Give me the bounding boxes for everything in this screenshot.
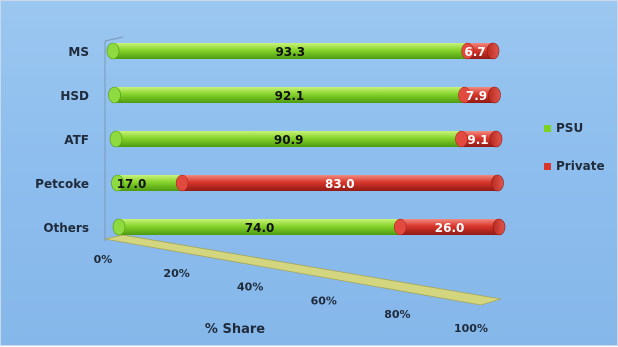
bar-start-cap xyxy=(109,130,123,148)
x-tick-label: 20% xyxy=(163,267,189,280)
bar-joint xyxy=(393,218,407,236)
bar-joint xyxy=(175,174,189,192)
category-label: HSD xyxy=(60,89,89,103)
x-axis-title: % Share xyxy=(205,322,265,337)
bar-segment-psu xyxy=(116,131,462,147)
bar-segment-private xyxy=(461,131,496,147)
bar-segment-private xyxy=(464,87,495,103)
category-label: ATF xyxy=(64,133,89,147)
data-label: 26.0 xyxy=(435,221,465,235)
x-tick-label: 100% xyxy=(454,322,488,335)
legend-swatch-private xyxy=(544,163,551,170)
x-tick-label: 80% xyxy=(384,308,410,321)
x-tick-label: 0% xyxy=(94,253,113,266)
data-label: 74.0 xyxy=(245,221,275,235)
category-label: MS xyxy=(68,45,89,59)
category-label: Petcoke xyxy=(35,177,89,191)
category-label: Others xyxy=(43,221,89,235)
chart-floor xyxy=(104,234,502,306)
x-tick-label: 40% xyxy=(237,281,263,294)
bar-joint xyxy=(455,130,468,148)
data-label: 92.1 xyxy=(275,89,305,103)
bar-start-cap xyxy=(106,42,120,60)
data-label: 90.9 xyxy=(274,133,304,147)
bar-end-cap xyxy=(489,130,503,148)
data-label: 93.3 xyxy=(275,45,305,59)
data-label: 6.7 xyxy=(464,45,485,59)
legend-label: PSU xyxy=(556,121,583,135)
bar-end-cap xyxy=(486,42,500,60)
bar-segment-psu xyxy=(117,175,183,191)
data-label: 9.1 xyxy=(467,133,488,147)
bar-joint xyxy=(461,42,474,60)
bar-joint xyxy=(458,86,471,104)
bar-end-cap xyxy=(488,86,501,104)
legend-swatch-psu xyxy=(544,125,551,132)
data-label: 7.9 xyxy=(466,89,487,103)
data-label: 83.0 xyxy=(325,177,355,191)
bar-segment-psu xyxy=(119,219,401,235)
x-tick-label: 60% xyxy=(311,294,337,307)
bar-start-cap xyxy=(112,218,126,236)
bar-end-cap xyxy=(492,218,506,236)
legend-label: Private xyxy=(556,159,605,173)
data-label: 17.0 xyxy=(117,177,147,191)
bar-end-cap xyxy=(491,174,504,192)
bar-segment-psu xyxy=(113,43,468,59)
bar-segment-psu xyxy=(114,87,465,103)
bar-start-cap xyxy=(111,174,124,192)
bar-segment-private xyxy=(467,43,493,59)
bar-segment-private xyxy=(182,175,498,191)
side-wall-top xyxy=(104,36,124,42)
bar-start-cap xyxy=(108,86,121,104)
bar-segment-private xyxy=(400,219,499,235)
